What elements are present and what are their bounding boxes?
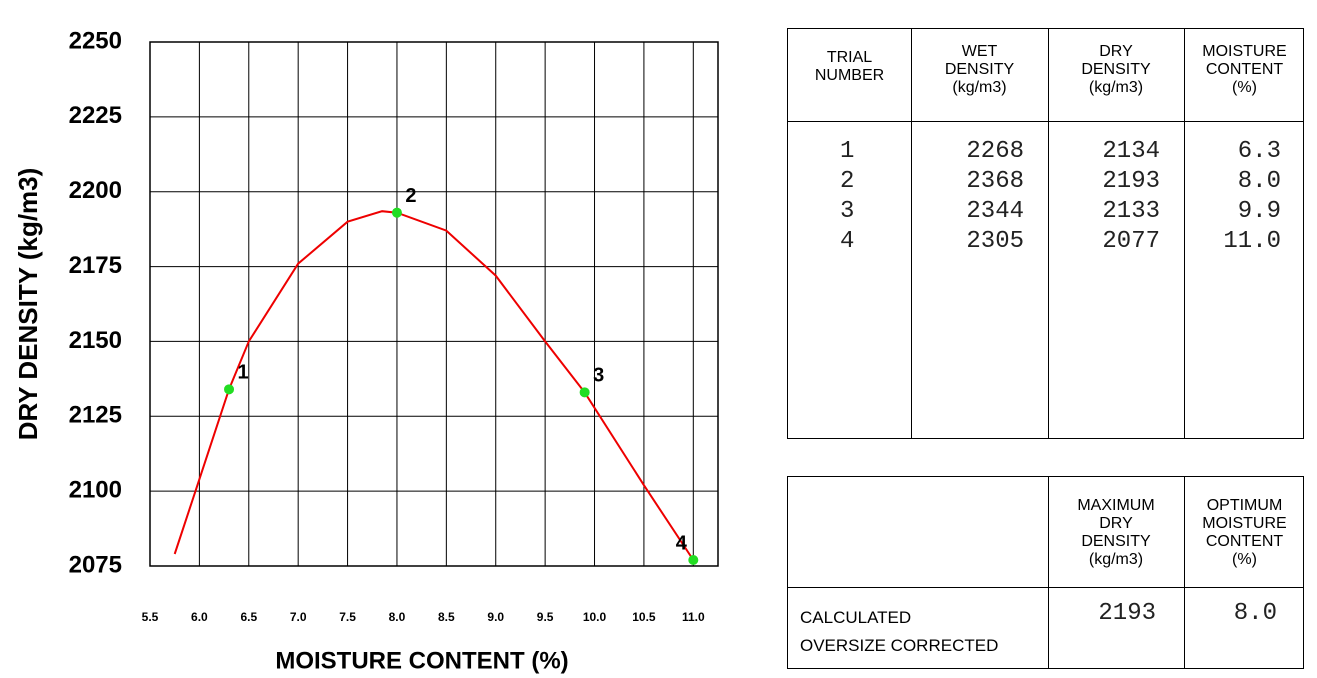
column-divider (1184, 29, 1185, 438)
header-line: MAXIMUM (1077, 497, 1155, 514)
data-point (391, 207, 402, 218)
row-label: CALCULATED (800, 608, 912, 627)
table-cell: 2133 (1102, 198, 1160, 225)
y-tick-label: 2175 (69, 252, 122, 279)
y-tick-label: 2250 (69, 27, 122, 54)
point-label: 3 (593, 365, 604, 387)
table-cell: 8.0 (1233, 600, 1277, 627)
x-tick-label: 8.0 (389, 610, 406, 624)
table-cell: 8.0 (1237, 168, 1281, 195)
column-divider (1048, 29, 1049, 438)
x-tick-label: 9.0 (487, 610, 504, 624)
table-cell: 2368 (966, 168, 1024, 195)
table-cell: 2305 (966, 228, 1024, 255)
table-cell: 2344 (966, 198, 1024, 225)
y-axis-label: DRY DENSITY (kg/m3) (13, 168, 43, 441)
column-header: MOISTURE CONTENT (%) (1184, 43, 1305, 97)
x-tick-label: 6.5 (240, 610, 257, 624)
chart: DRY DENSITY (kg/m3) MOISTURE CONTENT (%)… (13, 27, 719, 674)
header-line: CONTENT (1205, 61, 1284, 78)
row-divider (788, 121, 1303, 122)
header-line: DENSITY (1081, 533, 1151, 550)
x-tick-label: 9.5 (537, 610, 554, 624)
table-cell: 3 (840, 198, 855, 225)
row-label: OVERSIZE CORRECTED (800, 636, 999, 655)
x-tick-label: 10.0 (583, 610, 607, 624)
y-tick-label: 2075 (69, 551, 122, 578)
header-line: DRY (1099, 43, 1133, 60)
column-header: WET DENSITY (kg/m3) (911, 43, 1048, 97)
header-line: DENSITY (1081, 61, 1151, 78)
header-line: TRIAL (826, 49, 873, 66)
column-header: TRIAL NUMBER (788, 49, 911, 85)
table-cell: 4 (840, 228, 855, 255)
table-cell: 6.3 (1237, 138, 1281, 165)
header-line: NUMBER (814, 67, 885, 84)
column-header: MAXIMUM DRY DENSITY (kg/m3) (1048, 497, 1184, 569)
column-divider (1048, 477, 1049, 668)
header-line: DENSITY (944, 61, 1015, 78)
table-cell: 2193 (1098, 600, 1156, 627)
data-point (224, 384, 235, 395)
plot-frame (149, 41, 719, 567)
y-tick-label: 2225 (69, 102, 122, 129)
table-cell: 1 (840, 138, 855, 165)
table-cell: 2193 (1102, 168, 1160, 195)
header-line: MOISTURE (1202, 43, 1287, 60)
table-cell: 9.9 (1237, 198, 1281, 225)
header-line: CONTENT (1205, 533, 1284, 550)
table-cell: 2134 (1102, 138, 1160, 165)
data-point (688, 555, 699, 566)
column-divider (911, 29, 912, 438)
y-tick-label: 2100 (69, 476, 122, 503)
header-line: OPTIMUM (1206, 497, 1283, 514)
point-label: 2 (405, 185, 416, 207)
point-label: 1 (237, 362, 248, 384)
x-tick-label: 11.0 (682, 610, 705, 624)
column-header: OPTIMUM MOISTURE CONTENT (%) (1184, 497, 1305, 569)
header-line: (kg/m3) (1088, 79, 1144, 96)
y-tick-label: 2125 (69, 402, 122, 429)
column-divider (1184, 477, 1185, 668)
x-tick-label: 7.5 (339, 610, 356, 624)
table-cell: 2268 (966, 138, 1024, 165)
header-line: (kg/m3) (1088, 551, 1144, 568)
row-divider (788, 587, 1303, 588)
table-cell: 2077 (1102, 228, 1160, 255)
point-label: 4 (676, 532, 688, 554)
data-point (579, 387, 590, 398)
x-tick-label: 7.0 (290, 610, 307, 624)
header-line: (%) (1232, 79, 1257, 96)
header-line: DRY (1099, 515, 1133, 532)
y-tick-label: 2150 (69, 327, 122, 354)
y-tick-label: 2200 (69, 177, 122, 204)
table-cell: 11.0 (1223, 228, 1281, 255)
header-line: (kg/m3) (952, 79, 1007, 96)
x-tick-label: 6.0 (191, 610, 208, 624)
header-line: MOISTURE (1202, 515, 1287, 532)
header-line: WET (961, 43, 998, 60)
summary-table: MAXIMUM DRY DENSITY (kg/m3) OPTIMUM MOISTURE C… (787, 476, 1304, 669)
x-tick-label: 8.5 (438, 610, 455, 624)
table-cell: 2 (840, 168, 855, 195)
x-axis-label: MOISTURE CONTENT (%) (275, 647, 568, 674)
x-tick-label: 10.5 (632, 610, 656, 624)
fit-curve (173, 210, 695, 561)
trials-table: TRIAL NUMBER WET DENSITY (kg/m3) DRY DENSITY (k… (787, 28, 1304, 439)
x-tick-label: 5.5 (142, 610, 159, 624)
column-header: DRY DENSITY (kg/m3) (1048, 43, 1184, 97)
header-line: (%) (1232, 551, 1257, 568)
